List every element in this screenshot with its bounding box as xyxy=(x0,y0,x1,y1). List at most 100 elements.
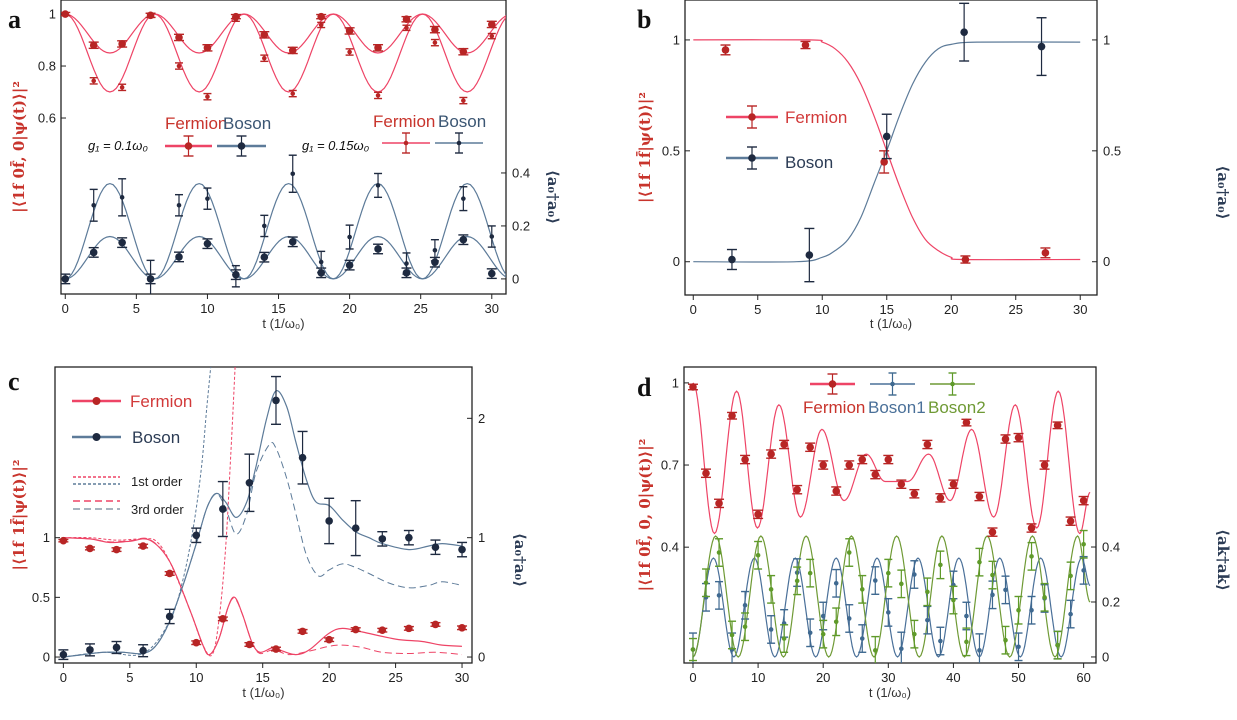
point-boson xyxy=(350,499,361,557)
legend-fermion-g2 xyxy=(382,132,430,154)
point-fermion xyxy=(792,484,803,495)
point-boson2 xyxy=(767,574,776,604)
point-boson2 xyxy=(936,550,945,580)
x-tick-label: 25 xyxy=(388,670,402,685)
point-fermion xyxy=(58,536,69,545)
data-point xyxy=(794,578,800,584)
data-point xyxy=(767,450,775,458)
point-boson xyxy=(89,188,98,222)
point-fermion xyxy=(324,635,335,644)
data-point xyxy=(807,630,813,636)
y-left-tick-label: 0.5 xyxy=(662,143,680,158)
data-point xyxy=(689,383,697,391)
data-point xyxy=(1081,568,1086,573)
point-boson2 xyxy=(884,558,893,588)
point-boson2 xyxy=(949,585,958,615)
data-point xyxy=(233,16,239,22)
y-left-tick-label: 0.4 xyxy=(661,540,679,555)
curve-boson xyxy=(65,182,506,280)
point-fermion xyxy=(687,383,698,391)
y-right-tick-label: 0.2 xyxy=(512,218,530,233)
data-point xyxy=(912,631,917,637)
data-point xyxy=(317,12,325,21)
legend-fermion xyxy=(810,373,855,395)
y-left-axis-label: |⟨1f 1f̄|ψ(t)⟩|² xyxy=(635,92,654,203)
data-point xyxy=(846,550,852,555)
point-boson xyxy=(373,243,384,255)
y-right-axis-label: ⟨a₀†a₀⟩ xyxy=(544,170,562,224)
point-boson2 xyxy=(793,566,802,596)
x-tick-label: 20 xyxy=(342,301,356,316)
point-boson xyxy=(344,259,355,271)
data-point xyxy=(781,636,787,641)
point-fermion xyxy=(288,89,297,98)
y-right-tick-label: 0.5 xyxy=(1103,143,1121,158)
point-boson xyxy=(403,529,414,546)
point-fermion xyxy=(740,454,751,465)
data-point xyxy=(884,455,893,464)
data-point xyxy=(964,639,969,645)
data-point xyxy=(298,453,307,462)
point-boson xyxy=(287,236,298,248)
point-fermion xyxy=(174,33,185,42)
data-point xyxy=(703,580,709,586)
data-point xyxy=(487,269,496,278)
point-boson1 xyxy=(884,597,893,627)
data-point xyxy=(59,536,68,545)
approx-curve-boson-3rd-order xyxy=(63,442,463,658)
data-point xyxy=(1003,637,1008,643)
x-axis-label: t (1/ω₀) xyxy=(242,685,284,700)
data-point xyxy=(431,543,440,552)
legend-boson2 xyxy=(930,372,975,396)
point-boson xyxy=(231,264,240,288)
data-point xyxy=(298,627,307,636)
data-point xyxy=(882,132,891,141)
data-point xyxy=(139,646,147,655)
point-boson xyxy=(458,234,469,246)
data-point xyxy=(290,91,296,96)
x-tick-label: 30 xyxy=(881,670,895,685)
point-fermion xyxy=(217,615,228,623)
point-fermion xyxy=(430,620,441,629)
data-point xyxy=(112,643,121,652)
point-boson xyxy=(58,649,69,661)
data-point xyxy=(977,648,982,653)
legend-boson-g2 xyxy=(435,132,483,154)
point-boson2 xyxy=(975,547,984,577)
data-point xyxy=(148,13,153,18)
point-boson xyxy=(84,643,95,657)
data-point xyxy=(176,63,182,69)
x-axis-label: t (1/ω₀) xyxy=(262,316,304,331)
point-boson xyxy=(88,246,99,258)
data-point xyxy=(378,626,387,634)
data-point xyxy=(203,44,212,52)
point-boson1 xyxy=(858,624,867,653)
data-point xyxy=(912,572,917,577)
data-point xyxy=(91,78,96,84)
legend-fermion xyxy=(72,397,121,405)
data-point xyxy=(925,617,930,623)
data-point xyxy=(351,625,360,634)
point-fermion xyxy=(879,150,890,174)
data-point xyxy=(729,632,735,638)
data-point xyxy=(260,253,269,261)
x-tick-label: 10 xyxy=(815,302,829,317)
legend-marker xyxy=(92,397,101,405)
data-point xyxy=(175,33,183,42)
point-fermion xyxy=(374,91,383,100)
data-point xyxy=(938,562,943,568)
data-point xyxy=(458,545,466,554)
point-fermion xyxy=(960,255,971,264)
y-left-tick-label: 0 xyxy=(673,254,680,269)
x-tick-label: 0 xyxy=(690,302,697,317)
data-point xyxy=(977,559,982,565)
point-boson xyxy=(174,251,185,263)
data-point xyxy=(819,461,827,469)
point-fermion xyxy=(896,479,907,490)
legend-marker xyxy=(747,146,757,170)
point-fermion xyxy=(720,44,731,56)
data-point xyxy=(728,411,736,420)
point-fermion xyxy=(117,40,128,48)
legend-label-boson: Boson xyxy=(785,153,833,172)
x-tick-label: 30 xyxy=(455,670,469,685)
